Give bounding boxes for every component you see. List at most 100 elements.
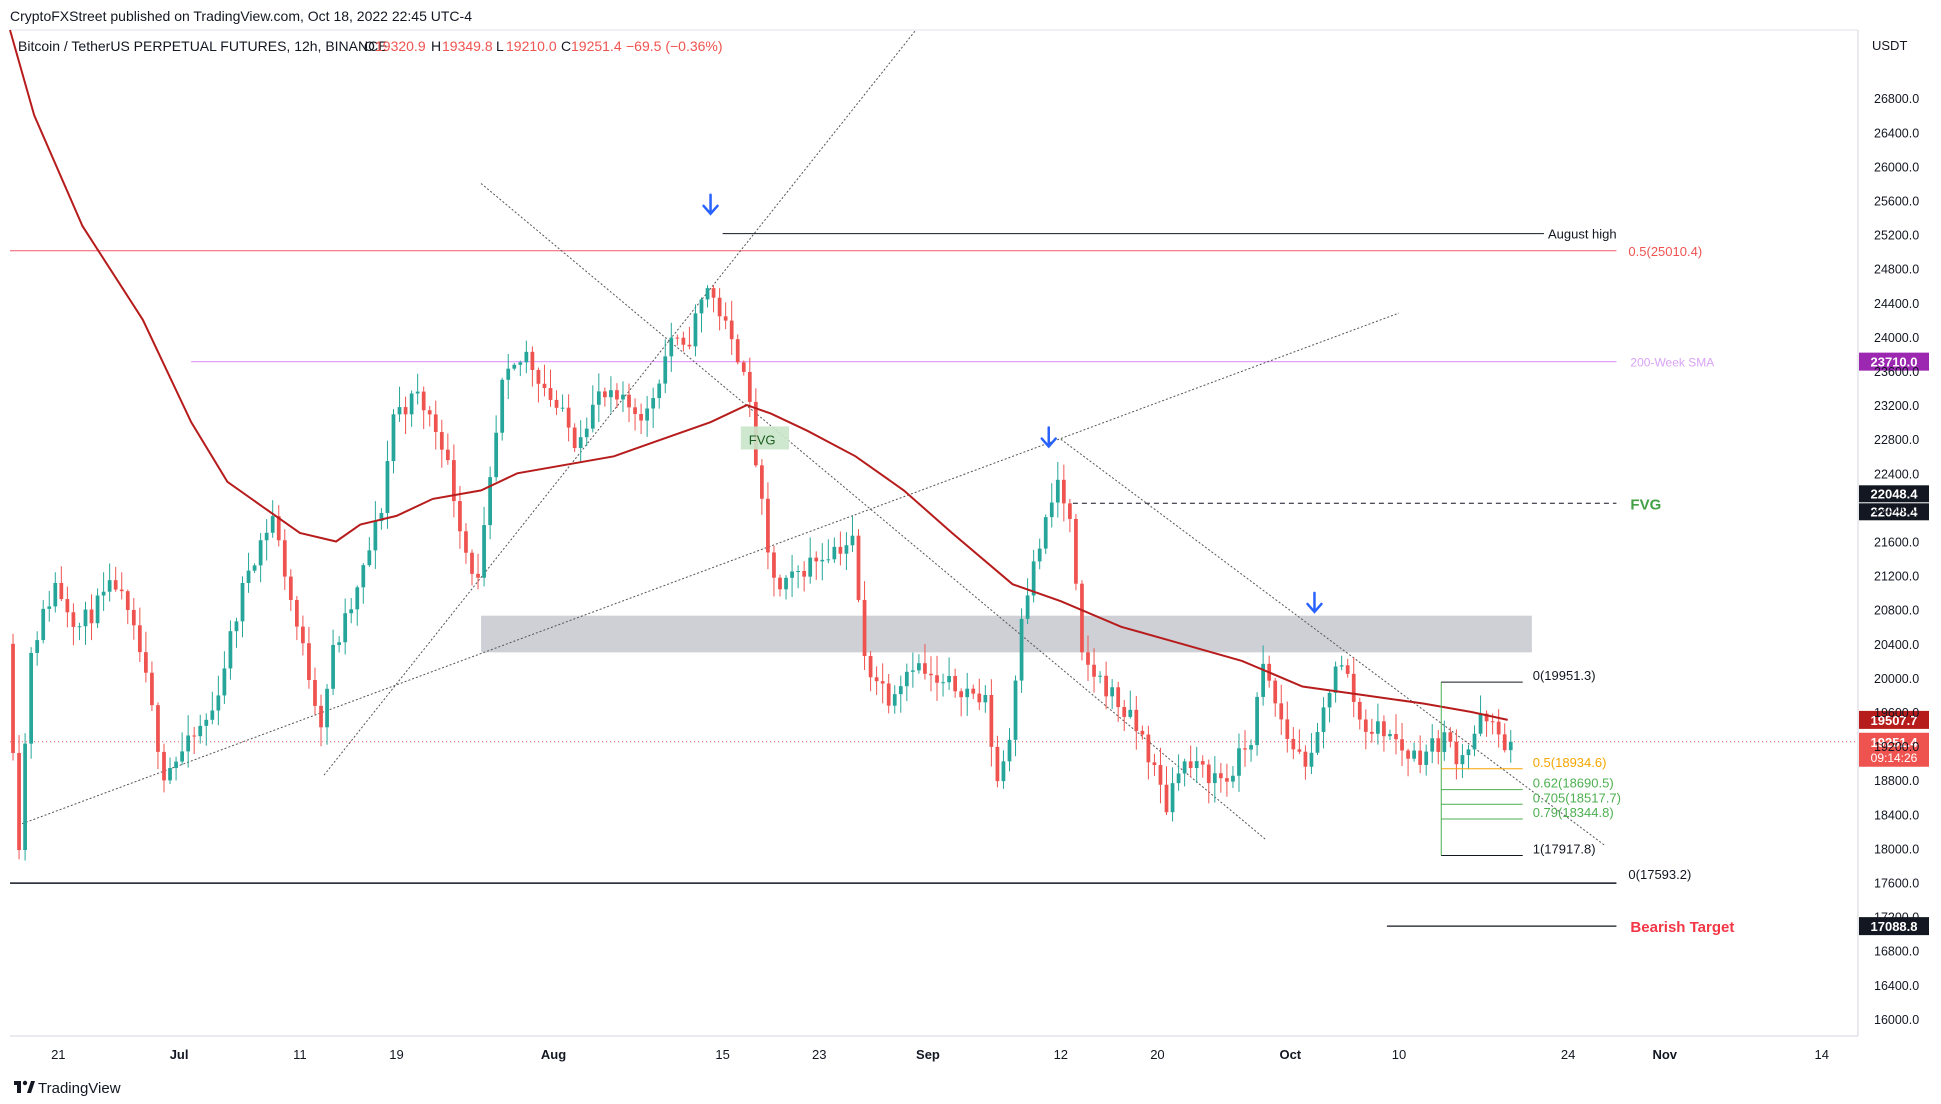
- price-axis-tick: 26000.0: [1874, 160, 1919, 174]
- fvg-price-badge: [1859, 503, 1929, 521]
- time-axis-tick: 11: [293, 1047, 307, 1062]
- sma-200w-badge: [1859, 352, 1929, 371]
- candle-bear: [1297, 749, 1302, 752]
- candle-bear: [307, 643, 311, 681]
- candle-bull: [23, 743, 27, 850]
- fvg-price-badge-text: 22048.4: [1871, 504, 1919, 519]
- candle-bear: [433, 414, 438, 433]
- price-axis-tick: 21200.0: [1874, 570, 1919, 584]
- price-axis-tick: 18000.0: [1874, 842, 1919, 856]
- time-axis-tick: Nov: [1652, 1047, 1677, 1062]
- candle-bull: [397, 407, 402, 415]
- candle-bear: [1146, 734, 1151, 763]
- august-high-label: August high: [1548, 227, 1617, 242]
- candle-bear: [276, 516, 281, 541]
- candle-bear: [1200, 761, 1205, 765]
- supply-zone: [481, 615, 1532, 653]
- candle-bear: [536, 369, 541, 384]
- candle-bear: [717, 297, 722, 317]
- candle-bull: [651, 398, 656, 409]
- candle-bear: [1061, 479, 1066, 504]
- candle-bear: [814, 557, 819, 562]
- candle-bull: [663, 356, 668, 384]
- candle-bull: [1412, 750, 1416, 759]
- candle-bull: [941, 682, 945, 684]
- candle-bear: [880, 681, 885, 684]
- candle-bear: [403, 407, 408, 415]
- candle-bull: [1031, 561, 1036, 596]
- candle-bear: [319, 705, 323, 728]
- candle-bull: [29, 652, 34, 744]
- candle-bear: [131, 609, 136, 626]
- candle-bull: [910, 670, 915, 672]
- candle-bull: [1478, 713, 1483, 734]
- candle-bull: [246, 570, 251, 583]
- fib-level-label: 0.705(18517.7): [1533, 790, 1621, 805]
- candle-bear: [602, 391, 607, 398]
- candle-bull: [234, 621, 239, 632]
- candle-bull: [790, 571, 794, 578]
- fib-level-label: 0(19951.3): [1533, 668, 1596, 683]
- candle-bear: [282, 540, 287, 577]
- candle-bear: [868, 656, 873, 678]
- candle-bull: [669, 337, 674, 357]
- candle-bull: [1037, 548, 1042, 562]
- candle-bear: [1363, 719, 1368, 732]
- ohlc-low-label: L: [496, 38, 504, 54]
- candle-bear: [1351, 673, 1356, 702]
- tradingview-logo-icon: [14, 1080, 35, 1093]
- candle-bear: [476, 573, 480, 578]
- arrow-down-icon: [702, 193, 719, 216]
- candle-bear: [71, 612, 76, 627]
- candle-bear: [886, 683, 891, 706]
- price-axis-tick: 24400.0: [1874, 297, 1919, 311]
- candle-bear: [1152, 762, 1157, 766]
- candle-bear: [59, 582, 64, 600]
- candle-bear: [470, 552, 474, 574]
- fib-level-label: 0.79(18344.8): [1533, 805, 1614, 820]
- candle-bull: [35, 640, 40, 653]
- candle-bull: [1466, 749, 1471, 756]
- candle-bear: [747, 371, 752, 402]
- candle-bear: [1291, 738, 1296, 750]
- candle-bear: [156, 705, 160, 752]
- price-axis-tick: 25200.0: [1874, 229, 1919, 243]
- candle-bull: [391, 414, 396, 462]
- price-axis-tick: 21600.0: [1874, 536, 1919, 550]
- candle-bull: [1508, 741, 1513, 751]
- candle-bull: [367, 550, 372, 566]
- candle-bear: [1285, 719, 1290, 739]
- fib-0.5-level-label: 0.5(25010.4): [1628, 244, 1702, 259]
- candle-bull: [222, 668, 227, 696]
- price-axis-tick: 17600.0: [1874, 877, 1919, 891]
- candle-bear: [1243, 748, 1247, 750]
- time-axis-tick: Oct: [1279, 1047, 1301, 1062]
- candle-bull: [258, 540, 263, 566]
- candle-bull: [1055, 479, 1060, 503]
- candle-bull: [947, 676, 951, 683]
- candle-bull: [560, 407, 565, 409]
- symbol-title: Bitcoin / TetherUS PERPETUAL FUTURES, 12…: [18, 38, 388, 54]
- candle-bear: [1394, 734, 1398, 740]
- candle-bear: [1122, 707, 1127, 717]
- time-axis-tick: 24: [1561, 1047, 1575, 1062]
- candle-bear: [615, 390, 619, 400]
- candle-bull: [1261, 663, 1266, 697]
- candle-bull: [1424, 751, 1429, 765]
- candle-bear: [1303, 751, 1308, 767]
- candle-bull: [1430, 738, 1435, 752]
- candle-bull: [699, 299, 704, 314]
- candle-bear: [687, 344, 692, 347]
- candle-bull: [240, 582, 245, 622]
- price-axis-tick: 24800.0: [1874, 263, 1919, 277]
- candle-bear: [1400, 739, 1404, 751]
- candle-bear: [633, 407, 637, 414]
- candle-bull: [216, 695, 221, 711]
- candle-bull: [1110, 687, 1115, 697]
- fvg-price-badge-text: 22048.4: [1871, 486, 1919, 501]
- candle-bull: [373, 521, 378, 551]
- price-axis-tick: 16400.0: [1874, 979, 1919, 993]
- price-axis-tick: 19600.0: [1874, 706, 1919, 720]
- candle-bull: [609, 390, 613, 398]
